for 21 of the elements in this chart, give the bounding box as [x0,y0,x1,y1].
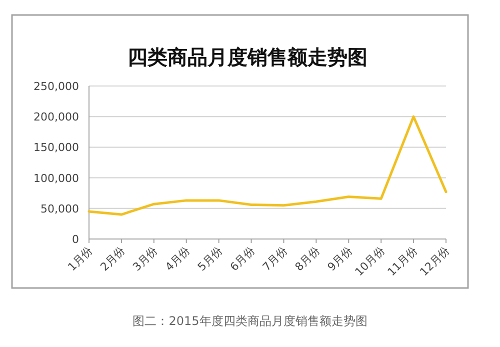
x-tick-label: 1月份 [65,244,96,274]
text: 图二：2015年度四类商品月度销售额走势图 [132,314,368,328]
x-tick-label: 4月份 [162,244,192,274]
x-tick-label: 6月份 [228,244,258,274]
x-tick-label: 12月份 [417,244,452,279]
x-tick-label: 11月份 [385,244,420,279]
y-tick-label: 150,000 [34,141,79,154]
line-series [88,115,448,216]
y-tick-label: 250,000 [34,80,79,93]
x-tick-label: 8月份 [292,244,322,274]
y-tick-label: 200,000 [34,110,79,124]
x-tick-label: 7月份 [260,244,290,274]
y-tick-label: 100,000 [34,172,79,185]
x-tick-label: 2月份 [98,244,128,274]
x-tick-label: 9月份 [325,244,355,274]
y-tick-label: 0 [72,233,79,246]
x-tick-label: 10月份 [352,244,388,279]
chart-title: 四类商品月度销售额走势图 [128,45,368,69]
x-tick-label: 5月份 [195,244,225,274]
x-tick-label: 3月份 [130,244,160,274]
y-tick-label: 50,000 [40,202,79,216]
